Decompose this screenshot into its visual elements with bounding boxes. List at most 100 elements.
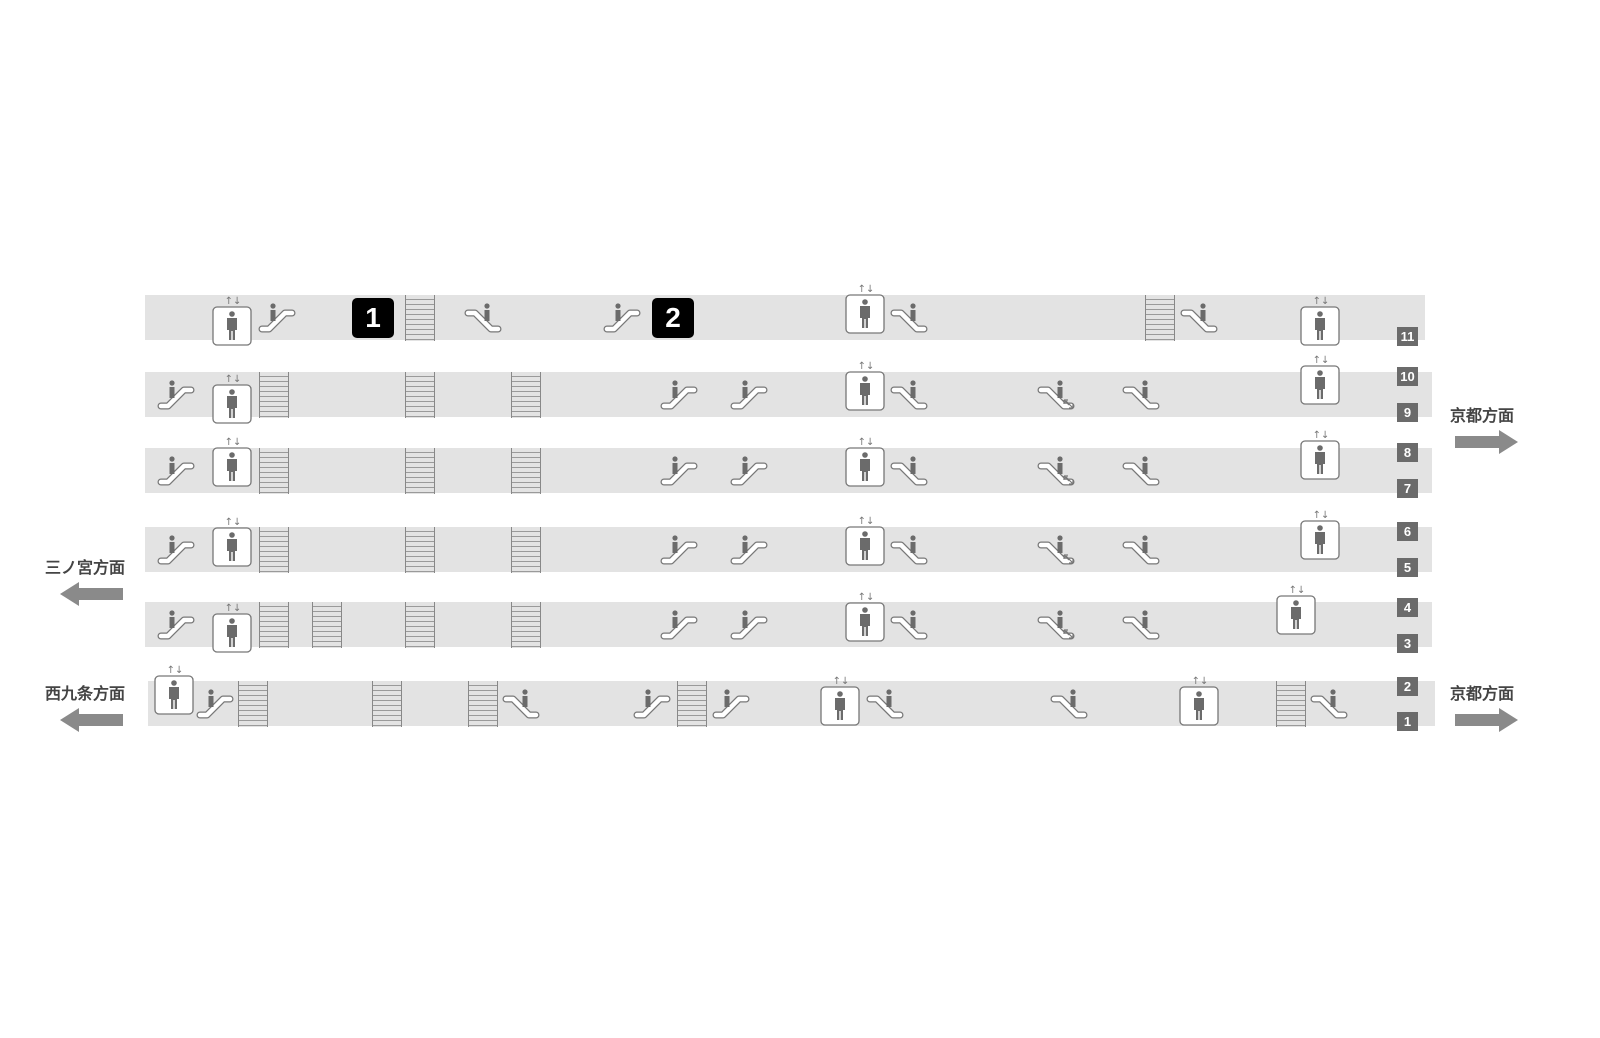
svg-text:↑↓: ↑↓ bbox=[225, 296, 242, 307]
escalator-up-icon bbox=[729, 608, 769, 646]
platform-band bbox=[148, 681, 1435, 726]
elevator-icon: ↑↓ bbox=[1276, 585, 1318, 639]
platform-number-badge: 11 bbox=[1397, 327, 1418, 346]
stairs-icon bbox=[405, 527, 435, 573]
svg-text:↑↓: ↑↓ bbox=[1289, 585, 1306, 596]
svg-text:↑↓: ↑↓ bbox=[858, 284, 875, 295]
escalator-down-icon bbox=[1121, 454, 1161, 492]
escalator-down-icon bbox=[889, 533, 929, 571]
direction-label-kyoto: 京都方面 bbox=[1450, 406, 1515, 425]
platform-number-badge: 10 bbox=[1397, 367, 1418, 386]
escalator-up-icon bbox=[659, 454, 699, 492]
escalator-bidirectional-icon bbox=[1036, 608, 1076, 646]
elevator-icon: ↑↓ bbox=[212, 296, 254, 350]
platform-band bbox=[145, 602, 1432, 647]
arrow-right-icon bbox=[1455, 430, 1518, 454]
elevator-icon: ↑↓ bbox=[820, 676, 862, 730]
escalator-up-icon bbox=[711, 687, 751, 725]
escalator-bidirectional-icon bbox=[1036, 533, 1076, 571]
stairs-icon bbox=[259, 448, 289, 494]
stairs-icon bbox=[511, 448, 541, 494]
svg-text:↑↓: ↑↓ bbox=[167, 665, 184, 676]
elevator-icon: ↑↓ bbox=[1300, 430, 1342, 484]
platform-band bbox=[145, 448, 1432, 493]
platform-band bbox=[145, 527, 1432, 572]
arrow-left-icon bbox=[60, 582, 123, 606]
escalator-up-icon bbox=[156, 378, 196, 416]
elevator-icon: ↑↓ bbox=[845, 361, 887, 415]
platform-number-badge: 8 bbox=[1397, 443, 1418, 462]
stairs-icon bbox=[259, 602, 289, 648]
elevator-icon: ↑↓ bbox=[845, 592, 887, 646]
escalator-up-icon bbox=[257, 301, 297, 339]
escalator-down-icon bbox=[463, 301, 503, 339]
svg-text:↑↓: ↑↓ bbox=[858, 516, 875, 527]
escalator-up-icon bbox=[156, 608, 196, 646]
platform-number-badge: 2 bbox=[1397, 677, 1418, 696]
stairs-icon bbox=[312, 602, 342, 648]
platform-band bbox=[145, 372, 1432, 417]
stairs-icon bbox=[511, 527, 541, 573]
svg-text:↑↓: ↑↓ bbox=[858, 361, 875, 372]
escalator-down-icon bbox=[1049, 687, 1089, 725]
elevator-icon: ↑↓ bbox=[845, 437, 887, 491]
platform-band bbox=[145, 295, 1425, 340]
elevator-icon: ↑↓ bbox=[212, 603, 254, 657]
direction-label-kyoto: 京都方面 bbox=[1450, 684, 1515, 703]
escalator-up-icon bbox=[659, 378, 699, 416]
platform-number-badge: 6 bbox=[1397, 522, 1418, 541]
svg-text:↑↓: ↑↓ bbox=[225, 603, 242, 614]
escalator-down-icon bbox=[865, 687, 905, 725]
arrow-right-icon bbox=[1455, 708, 1518, 732]
svg-text:↑↓: ↑↓ bbox=[1192, 676, 1209, 687]
svg-text:↑↓: ↑↓ bbox=[225, 517, 242, 528]
escalator-down-icon bbox=[889, 454, 929, 492]
escalator-down-icon bbox=[1121, 533, 1161, 571]
stairs-icon bbox=[259, 372, 289, 418]
platform-number-badge: 7 bbox=[1397, 479, 1418, 498]
svg-text:↑↓: ↑↓ bbox=[1313, 355, 1330, 366]
escalator-up-icon bbox=[729, 454, 769, 492]
direction-label-sannomiya: 三ノ宮方面 bbox=[45, 558, 126, 577]
escalator-down-icon bbox=[1121, 608, 1161, 646]
stairs-icon bbox=[468, 681, 498, 727]
escalator-down-icon bbox=[889, 378, 929, 416]
elevator-icon: ↑↓ bbox=[1179, 676, 1221, 730]
platform-number-badge: 4 bbox=[1397, 598, 1418, 617]
escalator-up-icon bbox=[632, 687, 672, 725]
svg-text:↑↓: ↑↓ bbox=[1313, 510, 1330, 521]
elevator-icon: ↑↓ bbox=[212, 374, 254, 428]
svg-text:↑↓: ↑↓ bbox=[1313, 296, 1330, 307]
stairs-icon bbox=[1276, 681, 1306, 727]
stairs-icon bbox=[259, 527, 289, 573]
svg-text:↑↓: ↑↓ bbox=[1313, 430, 1330, 441]
exit-badge-1: 1 bbox=[352, 298, 394, 338]
stairs-icon bbox=[238, 681, 268, 727]
svg-text:↑↓: ↑↓ bbox=[225, 437, 242, 448]
stairs-icon bbox=[372, 681, 402, 727]
platform-number-badge: 5 bbox=[1397, 558, 1418, 577]
escalator-up-icon bbox=[659, 608, 699, 646]
escalator-down-icon bbox=[889, 608, 929, 646]
svg-text:↑↓: ↑↓ bbox=[858, 437, 875, 448]
escalator-down-icon bbox=[501, 687, 541, 725]
elevator-icon: ↑↓ bbox=[154, 665, 196, 719]
elevator-icon: ↑↓ bbox=[1300, 510, 1342, 564]
escalator-down-icon bbox=[1179, 301, 1219, 339]
escalator-down-icon bbox=[889, 301, 929, 339]
platform-number-badge: 1 bbox=[1397, 712, 1418, 731]
arrow-left-icon bbox=[60, 708, 123, 732]
stairs-icon bbox=[405, 448, 435, 494]
escalator-down-icon bbox=[1121, 378, 1161, 416]
elevator-icon: ↑↓ bbox=[1300, 296, 1342, 350]
escalator-up-icon bbox=[156, 454, 196, 492]
platform-number-badge: 3 bbox=[1397, 634, 1418, 653]
stairs-icon bbox=[1145, 295, 1175, 341]
escalator-bidirectional-icon bbox=[1036, 454, 1076, 492]
stairs-icon bbox=[677, 681, 707, 727]
escalator-bidirectional-icon bbox=[1036, 378, 1076, 416]
escalator-up-icon bbox=[729, 533, 769, 571]
escalator-up-icon bbox=[602, 301, 642, 339]
svg-text:↑↓: ↑↓ bbox=[858, 592, 875, 603]
stairs-icon bbox=[405, 602, 435, 648]
